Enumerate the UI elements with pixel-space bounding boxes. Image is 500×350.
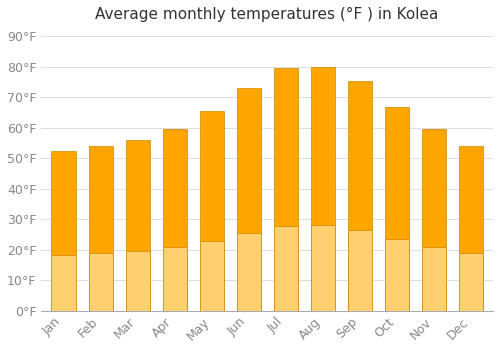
Bar [459, 253, 483, 311]
Bar [348, 80, 372, 311]
Bar [52, 151, 76, 311]
Bar [310, 225, 335, 311]
Bar [162, 130, 186, 311]
Bar [126, 251, 150, 311]
Bar [422, 130, 446, 311]
Bar [310, 67, 335, 311]
Bar [200, 111, 224, 311]
Bar [274, 226, 297, 311]
Bar [422, 247, 446, 311]
Bar [162, 247, 186, 311]
Bar [88, 253, 112, 311]
Bar [348, 230, 372, 311]
Bar [200, 241, 224, 311]
Bar [384, 239, 409, 311]
Bar [52, 255, 76, 311]
Bar [236, 88, 260, 311]
Bar [236, 233, 260, 311]
Title: Average monthly temperatures (°F ) in Kolea: Average monthly temperatures (°F ) in Ko… [96, 7, 439, 22]
Bar [384, 106, 409, 311]
Bar [88, 146, 112, 311]
Bar [126, 140, 150, 311]
Bar [459, 146, 483, 311]
Bar [274, 69, 297, 311]
